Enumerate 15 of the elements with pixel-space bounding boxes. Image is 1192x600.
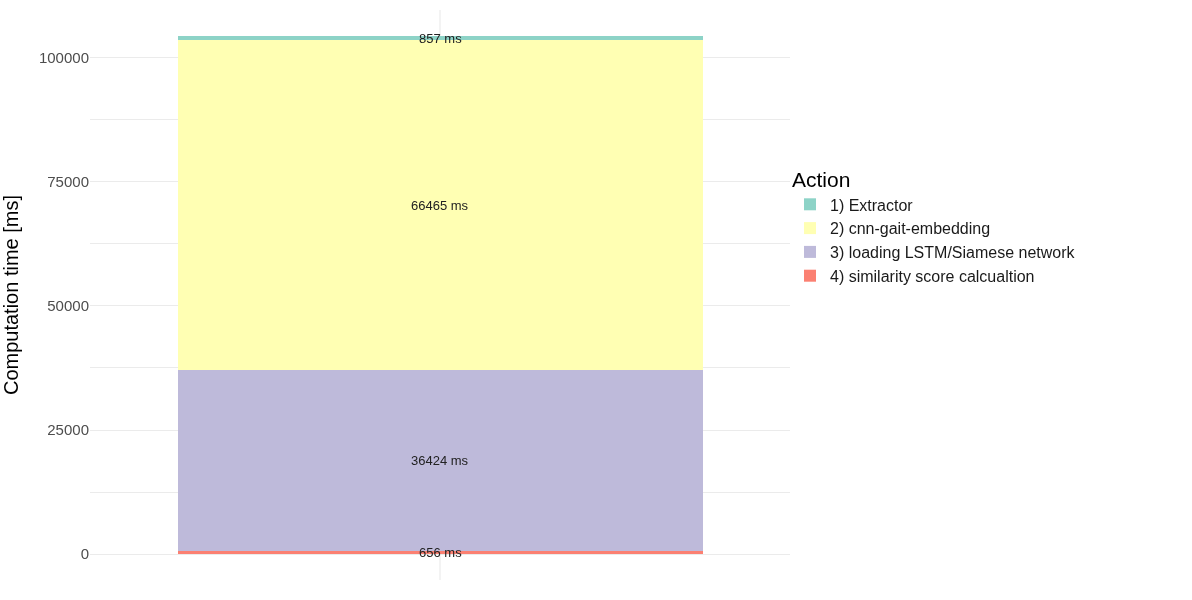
data-label: 656 ms bbox=[419, 545, 463, 560]
legend-label: 3) loading LSTM/Siamese network bbox=[830, 244, 1076, 262]
legend-label: 1) Extractor bbox=[830, 196, 914, 214]
y-axis-title: Computation time [ms] bbox=[0, 194, 22, 396]
data-label: 66465 ms bbox=[411, 198, 469, 213]
y-tick-label: 100000 bbox=[38, 49, 89, 67]
legend-label: 2) cnn-gait-embedding bbox=[830, 220, 991, 238]
bar bbox=[177, 35, 703, 41]
legend-title: Action bbox=[792, 168, 851, 192]
y-tick-label: 0 bbox=[80, 545, 89, 563]
y-tick-label: 50000 bbox=[47, 297, 89, 315]
legend-label: 4) similarity score calcualtion bbox=[830, 267, 1035, 285]
y-tick-label: 25000 bbox=[47, 421, 89, 439]
y-tick-label: 75000 bbox=[47, 173, 89, 191]
data-label: 36424 ms bbox=[411, 453, 469, 468]
